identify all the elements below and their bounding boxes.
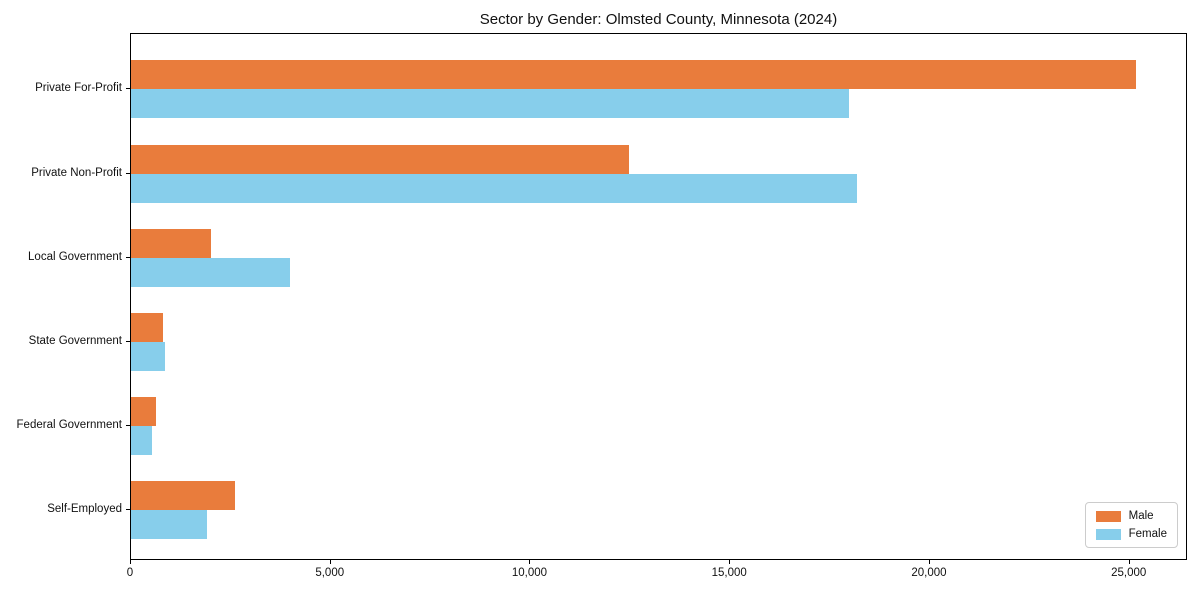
legend-label-female: Female [1128,528,1167,540]
ytick-label-local-government: Local Government [28,250,122,263]
bar-male-private-for-profit [131,60,1136,90]
plot-area: Male Female [130,33,1187,560]
legend: Male Female [1084,502,1178,548]
ytick-mark-state-government [126,340,130,342]
legend-item-female: Female [1095,528,1167,540]
xtick-mark-15000 [729,560,731,564]
xtick-label-10000: 10,000 [511,567,548,579]
ytick-mark-self-employed [126,509,130,511]
bar-male-private-non-profit [131,144,630,174]
legend-label-male: Male [1128,510,1154,522]
xtick-label-25000: 25,000 [1111,567,1147,579]
xtick-label-0: 0 [126,567,134,579]
bar-female-self-employed [131,510,207,540]
legend-swatch-female [1095,528,1121,540]
bar-male-local-government [131,228,211,258]
xtick-mark-0 [130,560,131,564]
bar-female-state-government [131,341,166,371]
legend-swatch-male [1095,510,1121,522]
bar-female-local-government [131,257,290,287]
ytick-label-federal-government: Federal Government [16,419,122,432]
ytick-label-self-employed: Self-Employed [47,503,122,516]
xtick-label-15000: 15,000 [711,567,747,579]
xtick-mark-20000 [928,560,930,564]
chart-title: Sector by Gender: Olmsted County, Minnes… [479,11,838,28]
xtick-mark-25000 [1128,560,1130,564]
bar-male-state-government [131,312,163,342]
bar-male-self-employed [131,481,235,511]
ytick-mark-federal-government [126,425,130,427]
ytick-label-private-for-profit: Private For-Profit [35,82,122,95]
bar-female-private-non-profit [131,173,857,203]
xtick-label-20000: 20,000 [911,567,947,579]
ytick-mark-private-non-profit [126,172,130,174]
ytick-label-state-government: State Government [28,334,122,347]
xtick-label-5000: 5,000 [315,567,345,579]
bar-female-private-for-profit [131,89,849,119]
xtick-mark-10000 [529,560,531,564]
legend-item-male: Male [1095,510,1167,522]
ytick-label-private-non-profit: Private Non-Profit [31,166,122,179]
ytick-mark-private-for-profit [126,88,130,90]
xtick-mark-5000 [329,560,331,564]
ytick-mark-local-government [126,256,130,258]
bar-male-federal-government [131,397,157,427]
bar-female-federal-government [131,426,152,456]
